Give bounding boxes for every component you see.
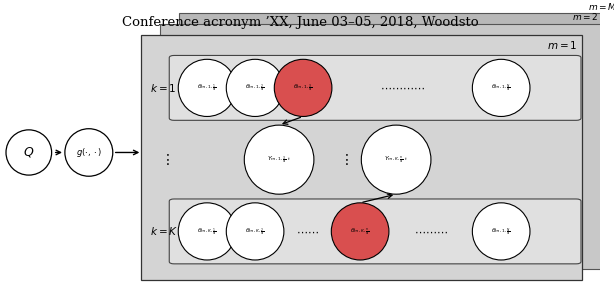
- Text: $\theta_{m,1,\frac{3}{N}}$: $\theta_{m,1,\frac{3}{N}}$: [293, 83, 313, 93]
- FancyBboxPatch shape: [169, 199, 581, 264]
- FancyBboxPatch shape: [169, 55, 581, 120]
- Ellipse shape: [274, 59, 332, 116]
- Ellipse shape: [178, 59, 236, 116]
- Text: $\theta_{m,1,\frac{N}{N}}$: $\theta_{m,1,\frac{N}{N}}$: [491, 83, 511, 93]
- Text: $\theta_{m,1,\frac{1}{N}}$: $\theta_{m,1,\frac{1}{N}}$: [197, 83, 217, 93]
- Text: $\cdots\cdots\cdots$: $\cdots\cdots\cdots$: [414, 226, 448, 237]
- Ellipse shape: [361, 125, 431, 194]
- Text: $m=M$: $m=M$: [588, 1, 614, 12]
- Ellipse shape: [472, 59, 530, 116]
- Text: $g(\cdot,\cdot)$: $g(\cdot,\cdot)$: [76, 146, 102, 159]
- Ellipse shape: [332, 203, 389, 260]
- Text: $\vdots$: $\vdots$: [339, 152, 348, 167]
- Text: $m=2$: $m=2$: [572, 12, 599, 22]
- Text: $Q$: $Q$: [23, 145, 34, 160]
- FancyBboxPatch shape: [160, 24, 601, 269]
- Text: $\cdots\cdots\cdots\cdots$: $\cdots\cdots\cdots\cdots$: [379, 83, 425, 93]
- Text: $Y_{m,K,\frac{n}{N},t}$: $Y_{m,K,\frac{n}{N},t}$: [384, 155, 408, 165]
- Text: $\theta_{m,1,\frac{2}{N}}$: $\theta_{m,1,\frac{2}{N}}$: [245, 83, 265, 93]
- Ellipse shape: [227, 59, 284, 116]
- Ellipse shape: [472, 203, 530, 260]
- Text: $\theta_{m,K,\frac{1}{N}}$: $\theta_{m,K,\frac{1}{N}}$: [197, 226, 217, 237]
- Text: $\theta_{m,1,\frac{N}{N}}$: $\theta_{m,1,\frac{N}{N}}$: [491, 226, 511, 237]
- Ellipse shape: [244, 125, 314, 194]
- Ellipse shape: [65, 129, 113, 176]
- Text: $\vdots$: $\vdots$: [160, 152, 170, 167]
- FancyBboxPatch shape: [179, 13, 614, 258]
- Text: $m=1$: $m=1$: [547, 39, 577, 51]
- Text: Conference acronym ’XX, June 03–05, 2018, Woodsto: Conference acronym ’XX, June 03–05, 2018…: [122, 16, 478, 29]
- Ellipse shape: [6, 130, 52, 175]
- Ellipse shape: [178, 203, 236, 260]
- Text: $Y_{m,1,\frac{3}{N},t}$: $Y_{m,1,\frac{3}{N},t}$: [267, 155, 291, 165]
- Text: $k=K$: $k=K$: [150, 226, 178, 237]
- Text: $\theta_{m,K,\frac{2}{N}}$: $\theta_{m,K,\frac{2}{N}}$: [245, 226, 265, 237]
- Text: $\cdots\cdots$: $\cdots\cdots$: [296, 226, 319, 237]
- Ellipse shape: [227, 203, 284, 260]
- FancyBboxPatch shape: [141, 35, 582, 280]
- Text: $k=1$: $k=1$: [150, 82, 176, 94]
- Text: $\theta_{m,K,\frac{n}{N}}$: $\theta_{m,K,\frac{n}{N}}$: [350, 226, 370, 237]
